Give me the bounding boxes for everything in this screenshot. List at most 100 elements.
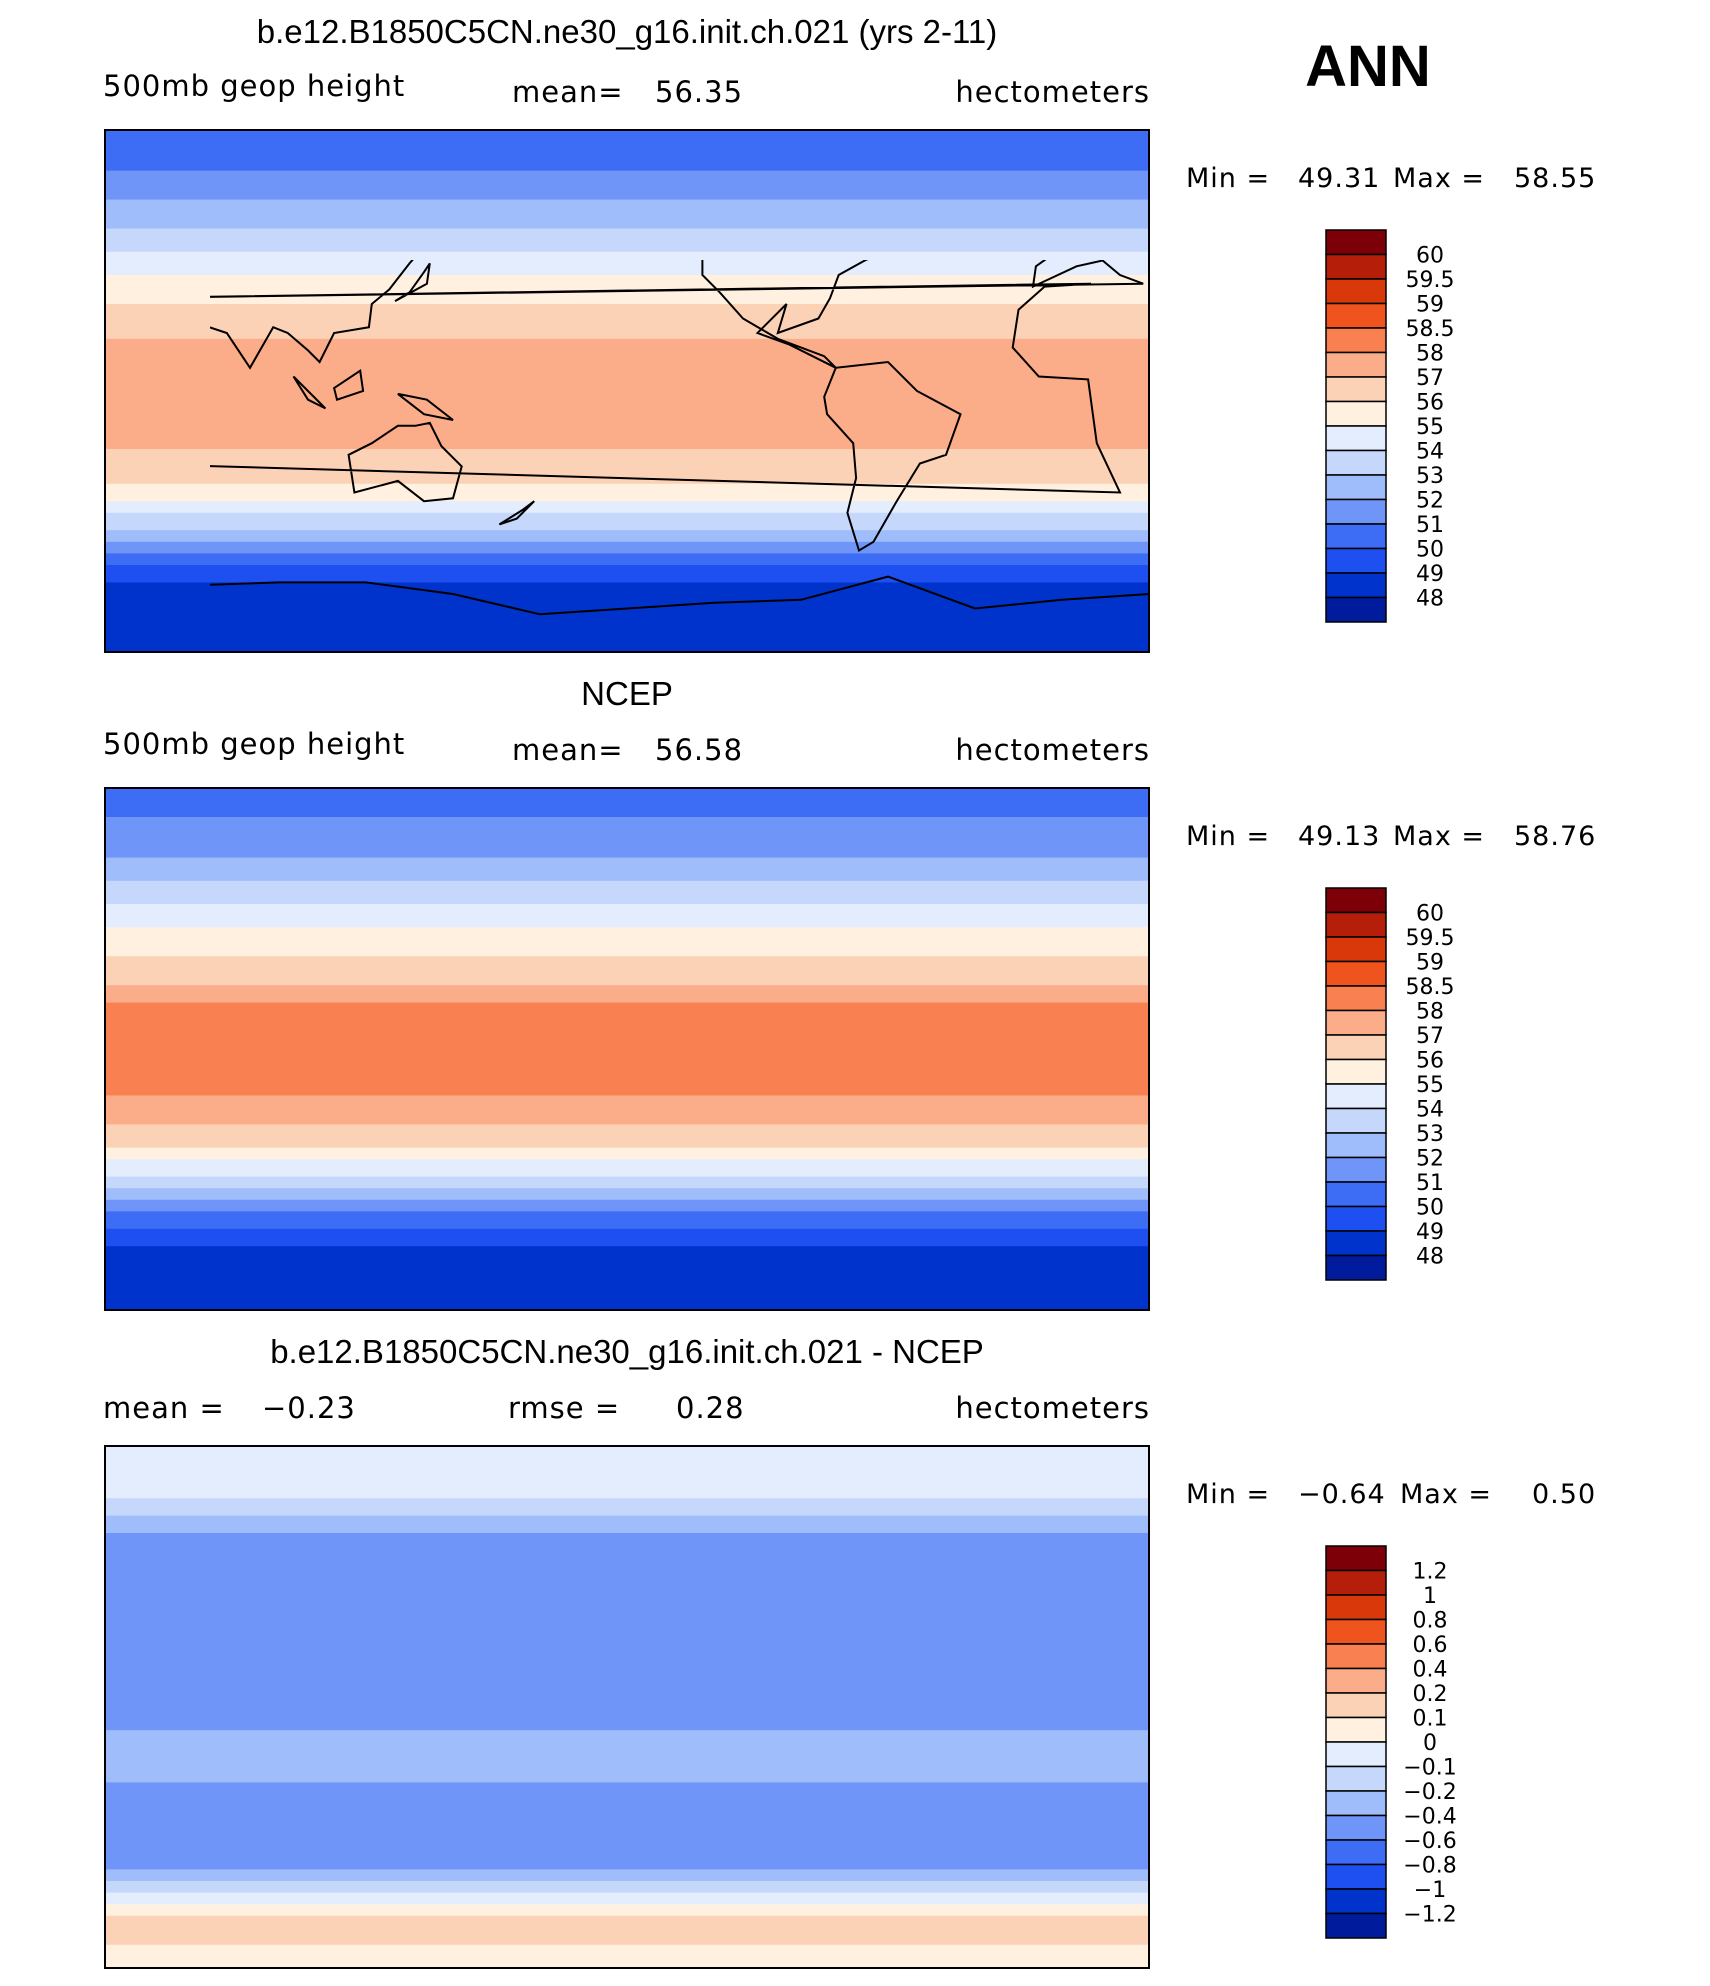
panel-diff-mean-label: mean = <box>103 1391 225 1425</box>
panel-model-title: b.e12.B1850C5CN.ne30_g16.init.ch.021 (yr… <box>257 13 998 50</box>
colorbar-swatch <box>1325 474 1387 501</box>
contour-band <box>105 1457 1149 1464</box>
contour-band <box>105 996 1149 1004</box>
contour-band <box>105 1095 1149 1102</box>
contour-band <box>105 1469 1149 1476</box>
contour-band <box>105 1263 1149 1270</box>
contour-band <box>105 1811 1149 1818</box>
colorbar-tick-label: −0.4 <box>1403 1805 1456 1830</box>
contour-band <box>105 1049 1149 1056</box>
contour-band <box>105 385 1149 392</box>
colorbar-swatch <box>1325 1765 1387 1792</box>
contour-band <box>105 164 1149 172</box>
contour-band <box>105 1246 1149 1253</box>
colorbar-tick-label: 0.8 <box>1413 1609 1448 1634</box>
contour-band <box>105 628 1149 636</box>
contour-band <box>105 425 1149 433</box>
colorbar-swatch <box>1325 1741 1387 1768</box>
contour-band <box>105 1857 1149 1865</box>
colorbar-tick-label: 50 <box>1416 1196 1444 1221</box>
contour-band <box>105 1515 1149 1522</box>
colorbar-swatch <box>1325 425 1387 452</box>
colorbar-swatch <box>1325 1205 1387 1232</box>
panel-diff-units: hectometers <box>955 1391 1150 1425</box>
contour-band <box>105 956 1149 963</box>
contour-band <box>105 1689 1149 1696</box>
contour-band <box>105 356 1149 363</box>
contour-band <box>105 1701 1149 1708</box>
contour-band <box>105 1654 1149 1662</box>
colorbar-swatch <box>1325 278 1387 305</box>
contour-band <box>105 851 1149 859</box>
colorbar-tick-label: 51 <box>1416 513 1444 538</box>
colorbar-swatch <box>1325 887 1387 914</box>
contour-band <box>105 1939 1149 1946</box>
contour-band <box>105 211 1149 218</box>
colorbar-tick-label: −1 <box>1414 1878 1446 1903</box>
contour-band <box>105 1886 1149 1894</box>
contour-band <box>105 1281 1149 1288</box>
contour-band <box>105 205 1149 212</box>
contour-band <box>105 927 1149 934</box>
contour-band <box>105 217 1149 224</box>
contour-band <box>105 875 1149 882</box>
panel-ncep-frame <box>104 787 1150 1311</box>
colorbar-swatch <box>1325 1839 1387 1866</box>
contour-band <box>105 1614 1149 1621</box>
colorbar-swatch <box>1325 498 1387 525</box>
contour-band <box>105 1118 1149 1125</box>
colorbar-tick-label: 60 <box>1416 244 1444 269</box>
panel-diff-rmse-label: rmse = <box>508 1391 620 1425</box>
contour-band <box>105 1625 1149 1633</box>
contour-band <box>105 518 1149 525</box>
contour-band <box>105 1521 1149 1528</box>
contour-band <box>105 1153 1149 1160</box>
colorbar-tick-label: 49 <box>1416 1220 1444 1245</box>
contour-band <box>105 333 1149 340</box>
contour-band <box>105 1562 1149 1569</box>
contour-band <box>105 1451 1149 1459</box>
contour-band <box>105 892 1149 899</box>
contour-band <box>105 408 1149 415</box>
contour-band <box>105 246 1149 253</box>
contour-band <box>105 576 1149 583</box>
contour-band <box>105 1585 1149 1592</box>
contour-band <box>105 536 1149 543</box>
contour-band <box>105 617 1149 624</box>
contour-band <box>105 182 1149 189</box>
panel-ncep: NCEP 500mb geop height mean= 56.58 hecto… <box>103 675 1595 1311</box>
contour-band <box>105 188 1149 195</box>
contour-band <box>105 507 1149 514</box>
contour-band <box>105 1112 1149 1120</box>
contour-band <box>105 1170 1149 1178</box>
contour-band <box>105 1637 1149 1644</box>
colorbar-tick-label: 52 <box>1416 489 1444 514</box>
contour-band <box>105 1736 1149 1743</box>
contour-band <box>105 530 1149 537</box>
contour-band <box>105 159 1149 166</box>
colorbar-tick-label: 59.5 <box>1406 926 1455 951</box>
contour-band <box>105 634 1149 641</box>
contour-band <box>105 611 1149 618</box>
colorbar-tick-label: 52 <box>1416 1147 1444 1172</box>
contour-band <box>105 1176 1149 1183</box>
contour-band <box>105 565 1149 572</box>
contour-band <box>105 1567 1149 1575</box>
colorbar-swatch <box>1325 911 1387 938</box>
contour-band <box>105 1712 1149 1720</box>
contour-band <box>105 1194 1149 1201</box>
panel-model-coastlines <box>210 260 1150 616</box>
contour-band <box>105 362 1149 369</box>
contour-band <box>105 1199 1149 1207</box>
colorbar-tick-label: 0.2 <box>1413 1682 1448 1707</box>
contour-band <box>105 1817 1149 1824</box>
colorbar-tick-label: 57 <box>1416 366 1444 391</box>
contour-band <box>105 1869 1149 1876</box>
contour-band <box>105 402 1149 409</box>
colorbar-tick-label: −0.8 <box>1403 1854 1456 1879</box>
contour-band <box>105 263 1149 270</box>
panel-diff: b.e12.B1850C5CN.ne30_g16.init.ch.021 - N… <box>103 1333 1595 1969</box>
colorbar-swatch <box>1325 1230 1387 1257</box>
contour-band <box>105 344 1149 351</box>
